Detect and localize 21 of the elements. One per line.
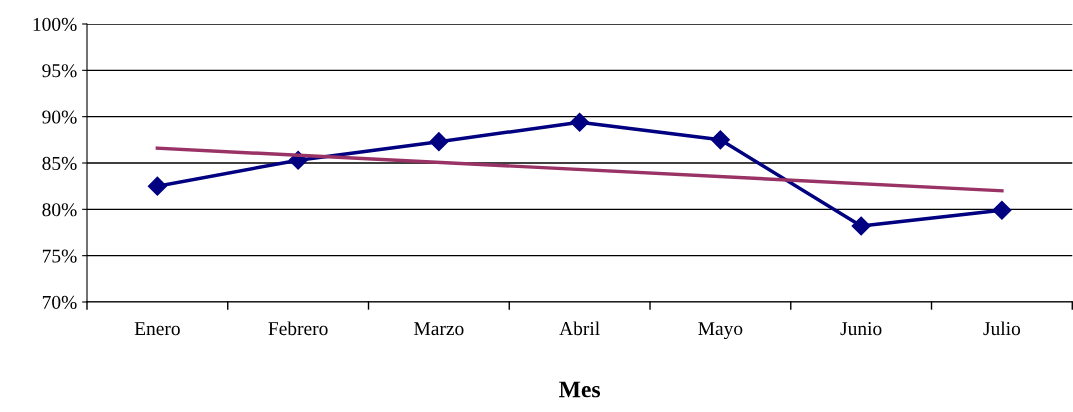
point: [851, 216, 871, 236]
x-tick-label: Febrero: [268, 321, 328, 336]
point: [570, 112, 590, 132]
y-tick-label: 95%: [42, 64, 77, 78]
y-tick-label: 100%: [33, 17, 77, 31]
point: [147, 176, 167, 196]
point: [429, 132, 449, 152]
x-tick-label: Mayo: [698, 322, 743, 340]
y-tick-label: 80%: [42, 203, 77, 217]
point: [710, 130, 730, 150]
y-tick-label: 90%: [42, 110, 77, 124]
y-tick-label: 75%: [42, 249, 77, 263]
x-tick-label: Marzo: [414, 322, 464, 336]
y-tick-label: 85%: [42, 156, 77, 170]
x-tick-label: Abril: [559, 321, 600, 336]
x-axis-title: Mes: [559, 381, 601, 398]
x-tick-label: Julio: [983, 321, 1021, 336]
point: [992, 200, 1012, 220]
x-tick-label: Enero: [134, 322, 180, 336]
x-tick-label: Junio: [840, 322, 882, 336]
y-tick-label: 70%: [42, 295, 77, 309]
